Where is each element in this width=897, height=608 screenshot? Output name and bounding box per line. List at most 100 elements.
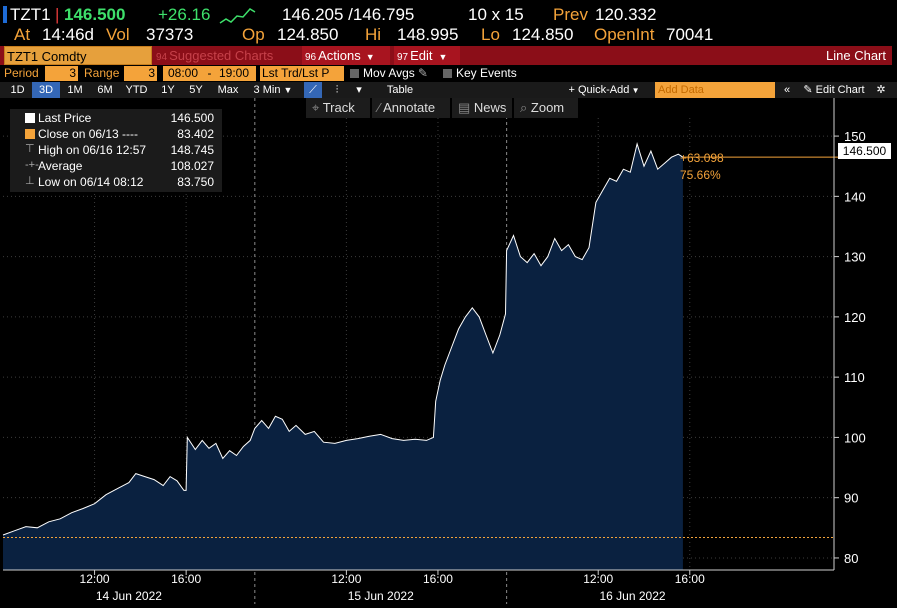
period-bar: Period 3 Range 3 08:00 - 19:00 Lst Trd/L… <box>0 65 897 82</box>
interval-selector[interactable]: 3 Min ▼ <box>248 82 298 98</box>
suggested-charts-label: Suggested Charts <box>169 48 274 63</box>
price-area <box>3 143 683 570</box>
key-events-toggle[interactable]: Key Events <box>443 66 517 81</box>
range-max[interactable]: Max <box>217 84 239 96</box>
security-field[interactable]: TZT1 Comdty <box>4 46 152 65</box>
high-price: 148.995 <box>397 25 459 44</box>
news-label: News <box>473 100 507 115</box>
legend-last-price[interactable]: Last Price 146.500 <box>10 110 222 126</box>
average-marker-icon: -+- <box>25 159 39 171</box>
edit-menu[interactable]: 97 Edit ▼ <box>394 46 460 65</box>
high-label: Hi <box>365 25 382 44</box>
legend-low[interactable]: ⊥ Low on 06/14 08:12 83.750 <box>10 174 222 190</box>
low-price: 124.850 <box>512 25 574 44</box>
pct-change-annotation: 75.66% <box>680 168 721 182</box>
legend-value: 148.745 <box>170 143 214 157</box>
zoom-tool[interactable]: ⌕ Zoom <box>514 98 578 118</box>
high-marker-icon: ⊤ <box>25 143 35 155</box>
chart-legend: Last Price 146.500 Close on 06/13 ---- 8… <box>10 109 222 192</box>
separator-icon: ▾ <box>356 84 362 96</box>
line-chart-icon[interactable]: ⟋ <box>304 82 322 98</box>
prev-close: 120.332 <box>595 5 657 24</box>
legend-high[interactable]: ⊤ High on 06/16 12:57 148.745 <box>10 142 222 158</box>
y-tick-label: 140 <box>844 189 866 204</box>
open-interest: 70041 <box>666 25 714 44</box>
sparkline <box>219 8 256 24</box>
ticker-separator: | <box>55 5 60 24</box>
chart-type-label[interactable]: Line Chart <box>826 48 886 63</box>
pencil-icon: ✎ <box>803 84 816 96</box>
legend-label: High on 06/16 12:57 <box>38 143 147 157</box>
x-tick-label: 16:00 <box>675 572 705 586</box>
range-5y[interactable]: 5Y <box>189 84 203 96</box>
legend-value: 83.750 <box>177 175 214 189</box>
quote-header: TZT1 | 146.500 +26.16 146.205 /146.795 1… <box>0 0 897 46</box>
legend-value: 108.027 <box>170 159 214 173</box>
y-tick-label: 150 <box>844 129 866 144</box>
interval-label: 3 Min <box>253 84 281 96</box>
open-price: 124.850 <box>277 25 339 44</box>
collapse-icon[interactable]: « <box>783 84 791 96</box>
news-tool[interactable]: ▤ News <box>452 98 512 118</box>
net-change-annotation: +63.098 <box>680 151 724 165</box>
range-3d[interactable]: 3D <box>32 82 60 98</box>
edit-chart-button[interactable]: ✎ Edit Chart <box>798 82 870 98</box>
start-time-field[interactable]: 08:00 <box>163 66 205 81</box>
period-field[interactable]: 3 <box>45 66 78 81</box>
prev-label: Prev <box>553 5 588 24</box>
legend-label: Average <box>38 159 83 173</box>
suggested-charts-button[interactable]: 94 Suggested Charts <box>154 46 297 65</box>
white-square-icon <box>25 113 35 123</box>
edit-label: Edit <box>410 48 433 63</box>
range-6m[interactable]: 6M <box>97 84 113 96</box>
open-label: Op <box>242 25 265 44</box>
range-1m[interactable]: 1M <box>67 84 83 96</box>
annotate-icon: ⁄ <box>378 100 384 115</box>
gear-icon[interactable]: ✲ <box>876 84 886 96</box>
mov-avgs-toggle[interactable]: Mov Avgs ✎ <box>350 66 428 81</box>
bar-style-icon[interactable]: ⫶ <box>335 84 339 96</box>
x-tick-label: 12:00 <box>583 572 613 586</box>
crosshair-icon: ⌖ <box>312 100 323 115</box>
range-field[interactable]: 3 <box>124 66 157 81</box>
zoom-label: Zoom <box>530 100 565 115</box>
ticker[interactable]: TZT1 <box>10 5 51 24</box>
actions-menu[interactable]: 96 Actions ▼ <box>302 46 390 65</box>
bid-ask-size: 10 x 15 <box>468 5 524 24</box>
bid-ask: 146.205 /146.795 <box>282 5 415 24</box>
legend-average[interactable]: -+- Average 108.027 <box>10 158 222 174</box>
x-tick-label: 16:00 <box>171 572 201 586</box>
range-ytd[interactable]: YTD <box>125 84 148 96</box>
add-data-input[interactable]: Add Data <box>655 82 775 98</box>
table-button[interactable]: Table <box>386 84 414 96</box>
volume: 37373 <box>146 25 194 44</box>
day-label: 14 Jun 2022 <box>96 589 162 603</box>
range-1y[interactable]: 1Y <box>161 84 175 96</box>
chart-axes <box>3 98 835 571</box>
legend-close[interactable]: Close on 06/13 ---- 83.402 <box>10 126 222 142</box>
track-tool[interactable]: ⌖ Track <box>306 98 370 118</box>
at-label: At <box>14 25 31 44</box>
quote-time: 14:46d <box>42 25 94 44</box>
legend-value: 146.500 <box>170 111 214 125</box>
end-time-field[interactable]: 19:00 <box>214 66 256 81</box>
legend-label: Low on 06/14 08:12 <box>38 175 144 189</box>
key-events-label: Key Events <box>456 66 517 80</box>
day-label: 16 Jun 2022 <box>600 589 666 603</box>
x-tick-label: 12:00 <box>331 572 361 586</box>
range-label: Range <box>84 66 120 80</box>
x-tick-label: 12:00 <box>80 572 110 586</box>
y-axis-labels: 80 90 100 110 120 130 140 150 <box>834 129 866 566</box>
ticker-flag <box>3 6 7 23</box>
pencil-icon: ✎ <box>417 66 428 80</box>
field-selector[interactable]: Lst Trd/Lst P <box>260 66 344 81</box>
legend-label: Last Price <box>38 111 92 125</box>
range-1d[interactable]: 1D <box>10 84 25 96</box>
last-price: 146.500 <box>64 5 126 24</box>
range-bar: 1D 3D 1M 6M YTD 1Y 5Y Max 3 Min ▼ ⟋ ⫶ ▾ … <box>0 82 897 98</box>
y-tick-label: 80 <box>844 551 858 566</box>
annotate-tool[interactable]: ⁄ Annotate <box>372 98 450 118</box>
quick-add-menu[interactable]: + Quick-Add ▼ <box>562 82 646 98</box>
orange-square-icon <box>25 129 35 139</box>
